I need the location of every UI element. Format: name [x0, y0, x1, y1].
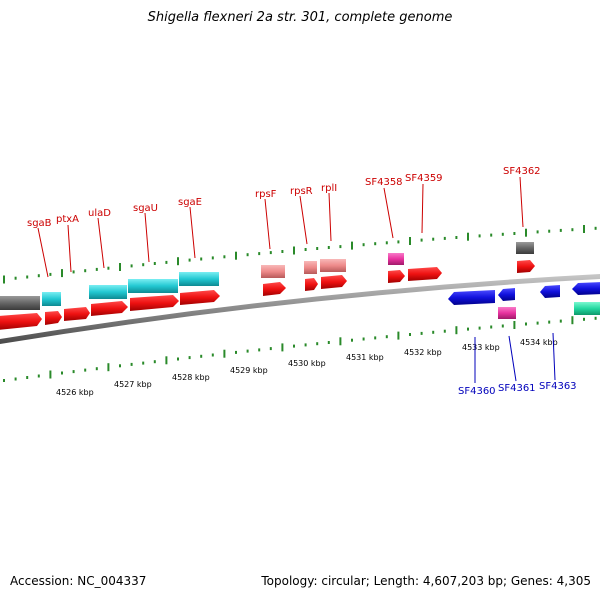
gene-label-rpsR: rpsR [290, 186, 313, 197]
gene-label-rpsF: rpsF [255, 189, 277, 200]
upper-tick-scale [3, 225, 597, 284]
axis-label: 4526 kbp [56, 388, 94, 397]
gene-feature [388, 253, 404, 265]
gene-feature [304, 261, 317, 274]
forward-gene-label-texts: sgaB ptxA ulaD sgaU sgaE rpsF rpsR rplI … [27, 166, 541, 229]
axis-label: 4529 kbp [230, 366, 268, 375]
cds-arrow [180, 290, 220, 305]
axis-label: 4534 kbp [520, 338, 558, 347]
reverse-gene-label-texts: SF4360 SF4361 SF4363 [458, 381, 577, 397]
cds-arrow [388, 270, 405, 283]
gene-label-SF4358: SF4358 [365, 177, 403, 188]
axis-labels: 4526 kbp 4527 kbp 4528 kbp 4529 kbp 4530… [56, 338, 558, 397]
cds-arrow-reverse [498, 288, 515, 301]
lower-tick-scale [3, 316, 597, 382]
gene-label-SF4362: SF4362 [503, 166, 541, 177]
gene-label-sgaU: sgaU [133, 203, 158, 214]
gene-feature [498, 307, 516, 319]
accession-text: Accession: NC_004337 [10, 574, 147, 588]
gene-label-ptxA: ptxA [56, 214, 79, 225]
topology-summary: Topology: circular; Length: 4,607,203 bp… [261, 574, 591, 588]
gene-label-ulaD: ulaD [88, 208, 111, 219]
gene-feature [179, 272, 219, 286]
gene-feature [0, 296, 40, 310]
genome-backbone [0, 274, 600, 344]
gene-label-sgaB: sgaB [27, 218, 52, 229]
gene-label-rplI: rplI [321, 183, 337, 194]
gene-label-SF4361: SF4361 [498, 383, 536, 394]
cds-arrow-reverse [572, 282, 600, 295]
gene-feature [320, 259, 346, 272]
cds-arrow [0, 313, 42, 330]
axis-label: 4532 kbp [404, 348, 442, 357]
gene-feature [261, 265, 285, 278]
cds-arrow-reverse [448, 290, 495, 305]
cds-arrow [91, 301, 128, 316]
cds-arrow [45, 311, 62, 325]
gene-feature [42, 292, 61, 306]
map-title: Shigella flexneri 2a str. 301, complete … [147, 10, 453, 25]
gene-feature [128, 279, 178, 293]
axis-label: 4527 kbp [114, 380, 152, 389]
gene-label-SF4359: SF4359 [405, 173, 443, 184]
gene-label-SF4363: SF4363 [539, 381, 577, 392]
cds-arrow [64, 307, 90, 321]
forward-gene-labels [37, 176, 524, 278]
forward-features-outer [0, 242, 534, 310]
cds-arrow [321, 275, 347, 289]
axis-label: 4530 kbp [288, 359, 326, 368]
gene-label-sgaE: sgaE [178, 197, 202, 208]
cds-arrow [517, 260, 535, 273]
gene-feature [574, 302, 600, 315]
reverse-features [448, 282, 600, 319]
reverse-gene-labels [474, 332, 556, 383]
axis-label: 4528 kbp [172, 373, 210, 382]
axis-label: 4531 kbp [346, 353, 384, 362]
cds-arrow-reverse [540, 285, 560, 298]
cds-arrow [263, 282, 286, 296]
gene-feature [516, 242, 534, 254]
gene-label-SF4360: SF4360 [458, 386, 496, 397]
axis-label: 4533 kbp [462, 343, 500, 352]
cds-arrow [408, 267, 442, 281]
cds-arrow [130, 295, 179, 311]
cds-arrow [305, 278, 318, 291]
gene-feature [89, 285, 127, 299]
forward-features-cds [0, 260, 535, 330]
